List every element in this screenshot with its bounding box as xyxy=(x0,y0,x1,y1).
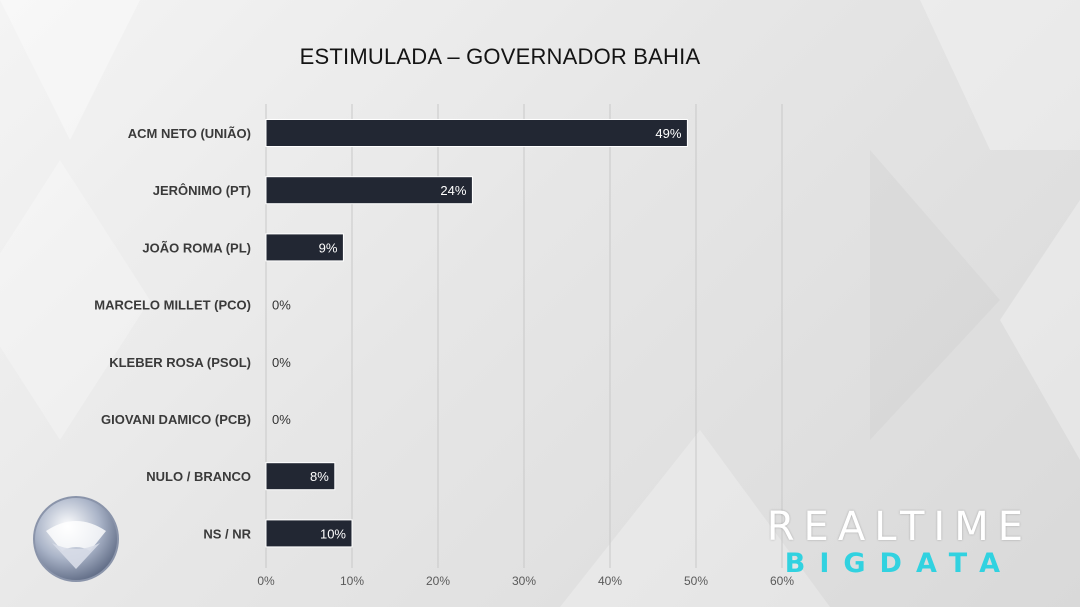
x-tick-label: 0% xyxy=(257,574,275,588)
category-label: KLEBER ROSA (PSOL) xyxy=(109,355,251,370)
x-tick-label: 30% xyxy=(512,574,536,588)
x-tick-label: 20% xyxy=(426,574,450,588)
category-label: NULO / BRANCO xyxy=(146,469,251,484)
record-tv-logo xyxy=(33,496,119,582)
category-label: JOÃO ROMA (PL) xyxy=(142,240,251,255)
category-label: ACM NETO (UNIÃO) xyxy=(128,126,251,141)
data-label: 10% xyxy=(320,526,346,541)
bar xyxy=(265,176,473,205)
data-label: 0% xyxy=(272,298,291,313)
data-label: 49% xyxy=(655,126,681,141)
bigdata-wordmark: BIGDATA xyxy=(784,548,1014,579)
data-label: 0% xyxy=(272,412,291,427)
data-label: 24% xyxy=(440,183,466,198)
data-label: 8% xyxy=(310,469,329,484)
x-tick-label: 50% xyxy=(684,574,708,588)
bar xyxy=(265,119,688,147)
bar xyxy=(265,462,336,491)
data-label: 0% xyxy=(272,355,291,370)
category-label: NS / NR xyxy=(203,526,251,541)
data-label: 9% xyxy=(319,240,338,255)
category-label: GIOVANI DAMICO (PCB) xyxy=(101,412,251,427)
bar xyxy=(265,233,344,262)
category-label: JERÔNIMO (PT) xyxy=(153,183,251,198)
x-tick-label: 40% xyxy=(598,574,622,588)
category-label: MARCELO MILLET (PCO) xyxy=(94,298,251,313)
bar xyxy=(265,519,353,548)
realtime-wordmark: REALTIME xyxy=(766,504,1032,550)
x-tick-label: 60% xyxy=(770,574,794,588)
x-tick-label: 10% xyxy=(340,574,364,588)
realtime-bigdata-logo: REALTIME BIGDATA xyxy=(767,505,1032,579)
chart-title: ESTIMULADA – GOVERNADOR BAHIA xyxy=(299,44,701,69)
